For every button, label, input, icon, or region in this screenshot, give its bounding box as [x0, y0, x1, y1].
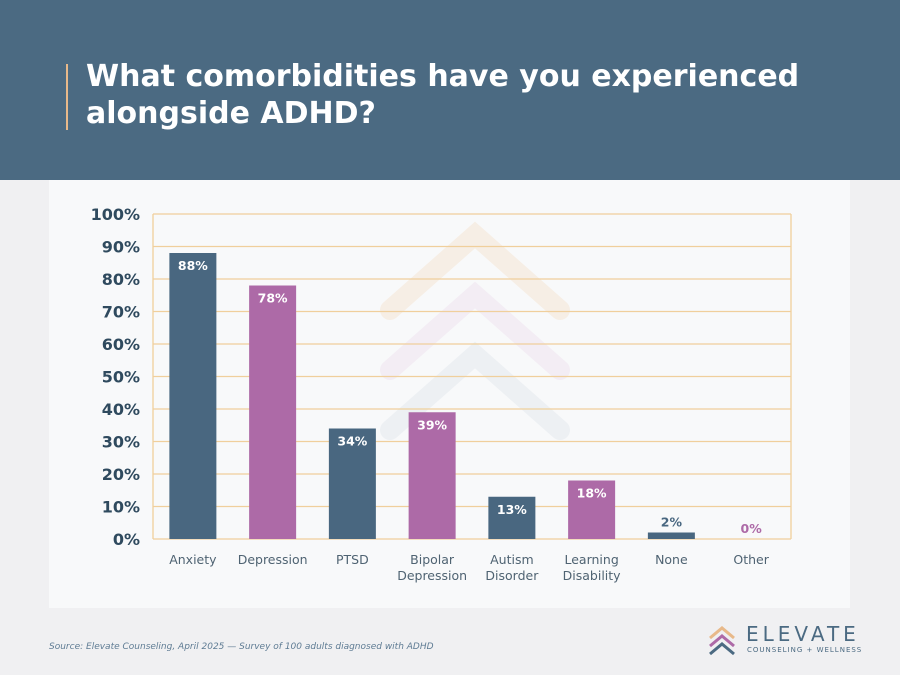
x-tick-label: Other — [733, 552, 769, 567]
y-tick-label: 40% — [102, 400, 140, 419]
logo-tagline: COUNSELING + WELLNESS — [747, 646, 863, 654]
data-label: 18% — [577, 486, 607, 501]
x-tick-label: Disability — [563, 568, 622, 583]
watermark-chevron — [380, 341, 570, 440]
data-label: 39% — [417, 417, 447, 432]
bar — [568, 480, 616, 539]
x-tick-label: Bipolar — [410, 552, 455, 567]
bar — [488, 496, 536, 539]
y-tick-label: 60% — [102, 335, 140, 354]
x-tick-label: Autism — [490, 552, 534, 567]
data-label: 78% — [258, 291, 288, 306]
x-tick-label: None — [655, 552, 688, 567]
chevron-logo-icon — [709, 626, 735, 656]
elevate-logo: ELEVATE COUNSELING + WELLNESS — [706, 620, 861, 660]
logo-wordmark: ELEVATE — [746, 622, 860, 646]
y-tick-label: 100% — [91, 205, 140, 224]
y-tick-label: 20% — [102, 465, 140, 484]
chart-title: What comorbidities have you experienced … — [86, 59, 800, 131]
y-tick-label: 50% — [102, 368, 140, 387]
data-label: 88% — [178, 258, 208, 273]
x-tick-label: Depression — [238, 552, 308, 567]
x-tick-label: Anxiety — [169, 552, 217, 567]
watermark-logo — [380, 221, 570, 440]
title-accent-bar — [66, 64, 68, 130]
y-tick-label: 70% — [102, 303, 140, 322]
bar — [647, 532, 695, 539]
watermark-chevron — [380, 281, 570, 380]
x-tick-label: PTSD — [336, 552, 369, 567]
x-tick-label: Learning — [564, 552, 618, 567]
x-tick-label: Disorder — [485, 568, 539, 583]
source-note: Source: Elevate Counseling, April 2025 —… — [49, 642, 434, 652]
y-tick-label: 90% — [102, 238, 140, 257]
bar — [408, 412, 456, 539]
x-tick-label: Depression — [397, 568, 467, 583]
y-tick-label: 10% — [102, 498, 140, 517]
data-label: 2% — [661, 515, 683, 530]
y-tick-label: 0% — [113, 530, 140, 549]
bar — [328, 428, 376, 539]
bar — [249, 285, 297, 539]
y-tick-label: 80% — [102, 270, 140, 289]
watermark-chevron — [380, 221, 570, 320]
data-label: 34% — [337, 434, 367, 449]
bar — [169, 253, 217, 539]
data-label: 0% — [741, 521, 763, 536]
data-label: 13% — [497, 502, 527, 517]
y-tick-label: 30% — [102, 433, 140, 452]
header-banner: What comorbidities have you experienced … — [0, 0, 900, 180]
